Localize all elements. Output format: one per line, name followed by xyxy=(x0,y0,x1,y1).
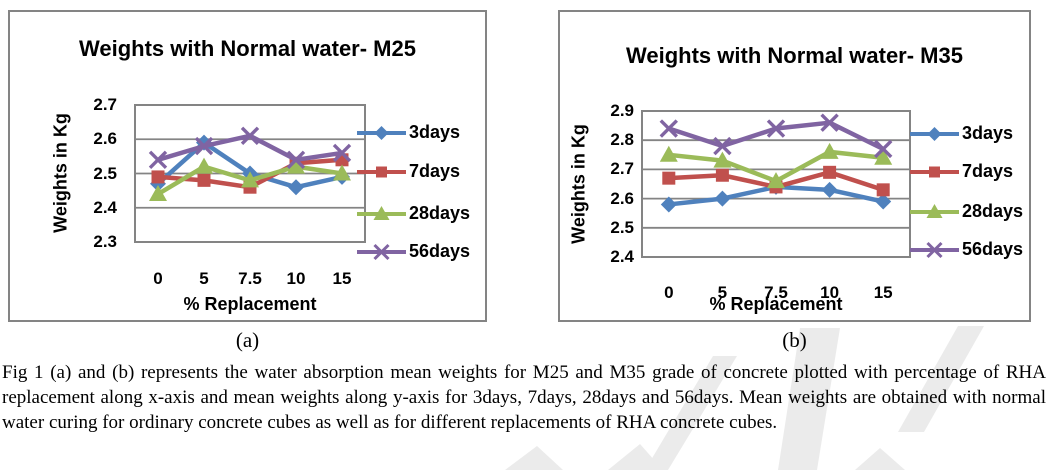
y-tick-label: 2.4 xyxy=(610,247,634,266)
y-tick-label: 2.5 xyxy=(93,163,117,183)
legend-marker-triangle xyxy=(373,206,390,220)
marker-square-7days xyxy=(662,171,676,185)
marker-square-7days xyxy=(823,165,837,179)
watermark-stripe xyxy=(855,448,905,470)
legend-label-28days: 28days xyxy=(962,201,1024,221)
x-axis-label: % Replacement xyxy=(183,294,317,314)
y-tick-label: 2.7 xyxy=(610,159,634,179)
x-tick-label: 5 xyxy=(199,269,209,288)
x-tick-label: 15 xyxy=(873,283,893,302)
marker-x-56days xyxy=(240,126,260,146)
legend-label-3days: 3days xyxy=(962,123,1014,143)
x-tick-label: 0 xyxy=(664,283,674,302)
x-tick-label: 10 xyxy=(820,283,840,302)
marker-x-56days xyxy=(148,150,168,170)
y-tick-label: 2.7 xyxy=(93,95,117,114)
marker-diamond-3days xyxy=(714,190,731,207)
y-tick-label: 2.4 xyxy=(93,197,117,217)
marker-triangle-28days xyxy=(820,142,839,159)
plot-area xyxy=(641,110,959,259)
marker-triangle-28days xyxy=(149,185,167,202)
y-tick-label: 2.8 xyxy=(610,130,634,150)
x-tick-label: 15 xyxy=(332,269,352,288)
marker-x-56days xyxy=(332,143,352,163)
legend-marker-x xyxy=(926,241,943,259)
plot-frame xyxy=(641,110,911,258)
chart-title-m35: Weights with Normal water- M35 xyxy=(626,43,963,68)
marker-square-7days xyxy=(876,183,890,197)
marker-diamond-3days xyxy=(660,196,677,213)
watermark-stripe xyxy=(898,326,984,432)
marker-diamond-3days xyxy=(288,179,304,196)
marker-x-56days xyxy=(659,119,679,138)
legend-marker-diamond xyxy=(374,126,389,140)
marker-triangle-28days xyxy=(287,157,305,174)
y-tick-label: 2.3 xyxy=(93,232,117,251)
panel-label-b: (b) xyxy=(782,328,807,352)
x-tick-label: 10 xyxy=(286,269,306,288)
legend-marker-x xyxy=(373,243,390,261)
chart-panel-m25: Weights with Normal water- M25 Weights i… xyxy=(8,10,487,322)
marker-triangle-28days xyxy=(333,164,351,181)
watermark-stripe xyxy=(645,356,737,470)
figure-caption: Fig 1 (a) and (b) represents the water a… xyxy=(2,362,1046,433)
y-tick-label: 2.6 xyxy=(93,129,117,149)
watermark-stripe xyxy=(608,444,663,470)
plot-area xyxy=(134,104,406,261)
marker-triangle-28days xyxy=(659,145,678,162)
y-tick-label: 2.5 xyxy=(610,217,634,237)
x-axis-label: % Replacement xyxy=(709,294,843,314)
legend-marker-square xyxy=(929,166,940,178)
marker-x-56days xyxy=(873,139,893,159)
legend-label-7days: 7days xyxy=(962,161,1014,181)
marker-x-56days xyxy=(194,136,214,156)
legend-label-28days: 28days xyxy=(409,203,471,223)
x-tick-label: 7.5 xyxy=(238,269,262,288)
legend-label-7days: 7days xyxy=(409,161,461,181)
legend-label-3days: 3days xyxy=(409,122,461,142)
marker-square-7days xyxy=(197,173,211,187)
legend-label-56days: 56days xyxy=(962,239,1024,259)
chart-title-m25: Weights with Normal water- M25 xyxy=(79,36,416,61)
y-tick-label: 2.9 xyxy=(610,101,634,120)
marker-x-56days xyxy=(766,119,786,138)
chart-panel-m35: Weights with Normal water- M35 Weights i… xyxy=(558,10,1031,322)
legend-marker-triangle xyxy=(926,204,943,218)
marker-diamond-3days xyxy=(875,193,892,210)
marker-triangle-28days xyxy=(767,172,785,189)
legend-marker-square xyxy=(376,166,387,178)
watermark-stripe xyxy=(778,328,840,470)
marker-diamond-3days xyxy=(821,181,838,198)
marker-triangle-28days xyxy=(874,148,893,165)
marker-triangle-28days xyxy=(713,151,732,168)
panel-label-a: (a) xyxy=(235,328,260,352)
marker-square-7days xyxy=(151,170,165,184)
marker-x-56days xyxy=(713,136,732,156)
marker-square-7days xyxy=(715,168,729,182)
y-tick-label: 2.6 xyxy=(610,188,634,208)
x-tick-label: 5 xyxy=(717,283,728,302)
marker-triangle-28days xyxy=(195,157,213,174)
watermark-stripe xyxy=(505,446,563,470)
x-tick-label: 7.5 xyxy=(764,283,788,302)
marker-triangle-28days xyxy=(241,171,259,188)
legend-label-56days: 56days xyxy=(409,241,471,261)
marker-x-56days xyxy=(820,113,839,132)
marker-x-56days xyxy=(286,150,306,170)
x-tick-label: 0 xyxy=(153,269,163,288)
legend-marker-diamond xyxy=(927,127,942,141)
